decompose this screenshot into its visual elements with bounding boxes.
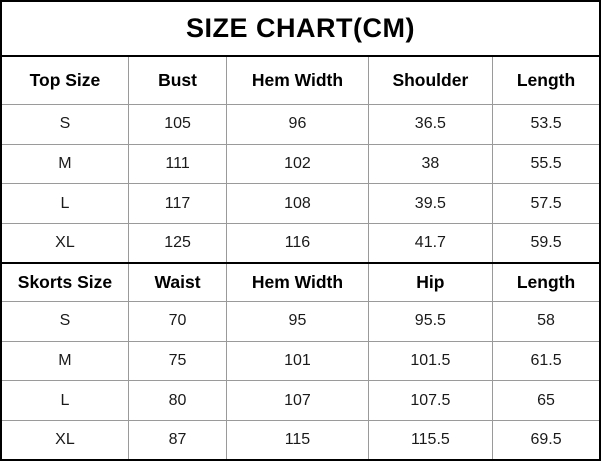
table-row: M 75 101 101.5 61.5	[0, 340, 601, 382]
table-cell: 95	[226, 301, 369, 342]
table-cell: 70	[127, 301, 228, 342]
row-label: XL	[0, 222, 129, 264]
table-cell: 101	[226, 340, 369, 382]
table-cell: 116	[226, 222, 369, 264]
table-cell: 87	[127, 419, 228, 461]
table-cell: 65	[492, 380, 601, 421]
table-row: L 117 108 39.5 57.5	[0, 183, 601, 224]
table-cell: 111	[127, 143, 228, 185]
table-cell: 39.5	[367, 183, 494, 224]
table-cell: 69.5	[492, 419, 601, 461]
row-label: L	[0, 183, 129, 224]
table-cell: 57.5	[492, 183, 601, 224]
row-label: S	[0, 301, 129, 342]
column-header-skorts-size: Skorts Size	[0, 261, 129, 303]
table-cell: 80	[127, 380, 228, 421]
table-cell: 125	[127, 222, 228, 264]
top-size-header-row: Top Size Bust Hem Width Shoulder Length	[0, 55, 601, 106]
table-cell: 36.5	[367, 104, 494, 145]
column-header-waist: Waist	[127, 261, 228, 303]
column-header-shoulder: Shoulder	[367, 55, 494, 106]
column-header-length: Length	[492, 55, 601, 106]
table-cell: 75	[127, 340, 228, 382]
column-header-hip: Hip	[367, 261, 494, 303]
column-header-top-size: Top Size	[0, 55, 129, 106]
table-row: S 105 96 36.5 53.5	[0, 104, 601, 145]
table-cell: 102	[226, 143, 369, 185]
table-cell: 117	[127, 183, 228, 224]
table-cell: 107	[226, 380, 369, 421]
row-label: M	[0, 340, 129, 382]
column-header-bust: Bust	[127, 55, 228, 106]
table-cell: 55.5	[492, 143, 601, 185]
skorts-size-header-row: Skorts Size Waist Hem Width Hip Length	[0, 261, 601, 303]
table-cell: 105	[127, 104, 228, 145]
column-header-hem-width: Hem Width	[226, 55, 369, 106]
table-cell: 115.5	[367, 419, 494, 461]
table-cell: 38	[367, 143, 494, 185]
row-label: XL	[0, 419, 129, 461]
table-cell: 101.5	[367, 340, 494, 382]
table-cell: 108	[226, 183, 369, 224]
column-header-length: Length	[492, 261, 601, 303]
table-cell: 96	[226, 104, 369, 145]
page-title: SIZE CHART(CM)	[0, 0, 601, 57]
table-cell: 59.5	[492, 222, 601, 264]
table-cell: 61.5	[492, 340, 601, 382]
row-label: L	[0, 380, 129, 421]
table-cell: 58	[492, 301, 601, 342]
table-row: S 70 95 95.5 58	[0, 301, 601, 342]
title-row: SIZE CHART(CM)	[0, 0, 601, 57]
table-cell: 107.5	[367, 380, 494, 421]
table-row: XL 125 116 41.7 59.5	[0, 222, 601, 264]
table-cell: 115	[226, 419, 369, 461]
table-row: M 111 102 38 55.5	[0, 143, 601, 185]
column-header-hem-width: Hem Width	[226, 261, 369, 303]
table-row: L 80 107 107.5 65	[0, 380, 601, 421]
row-label: M	[0, 143, 129, 185]
table-cell: 95.5	[367, 301, 494, 342]
table-cell: 41.7	[367, 222, 494, 264]
row-label: S	[0, 104, 129, 145]
table-row: XL 87 115 115.5 69.5	[0, 419, 601, 461]
table-cell: 53.5	[492, 104, 601, 145]
